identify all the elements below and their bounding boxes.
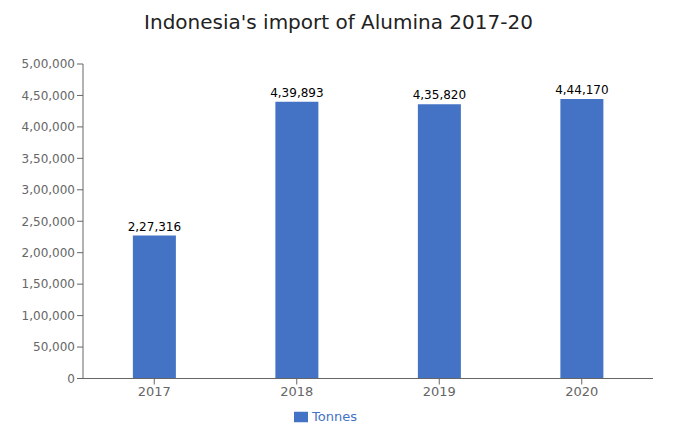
svg-text:2018: 2018: [280, 384, 313, 399]
svg-text:3,00,000: 3,00,000: [22, 183, 75, 197]
svg-text:5,00,000: 5,00,000: [22, 57, 75, 71]
svg-text:50,000: 50,000: [33, 340, 75, 354]
html-text:Tonnes: Tonnes: [312, 408, 357, 424]
svg-text:2020: 2020: [565, 384, 598, 399]
svg-text:4,44,170: 4,44,170: [555, 83, 608, 97]
html-text:Indonesia's import of Alumina: Indonesia's import of Alumina 2017-20: [144, 10, 533, 34]
svg-text:1,00,000: 1,00,000: [22, 309, 75, 323]
svg-text:2,00,000: 2,00,000: [22, 246, 75, 260]
svg-text:3,50,000: 3,50,000: [22, 152, 75, 166]
svg-text:2,50,000: 2,50,000: [22, 215, 75, 229]
svg-text:2,27,316: 2,27,316: [128, 220, 181, 234]
svg-text:1,50,000: 1,50,000: [22, 277, 75, 291]
svg-text:4,35,820: 4,35,820: [413, 88, 466, 102]
svg-text:4,39,893: 4,39,893: [270, 86, 323, 100]
svg-text:0: 0: [67, 372, 75, 386]
svg-text:4,00,000: 4,00,000: [22, 120, 75, 134]
svg-text:2017: 2017: [138, 384, 171, 399]
svg-text:4,50,000: 4,50,000: [22, 89, 75, 103]
svg-text:2019: 2019: [423, 384, 456, 399]
